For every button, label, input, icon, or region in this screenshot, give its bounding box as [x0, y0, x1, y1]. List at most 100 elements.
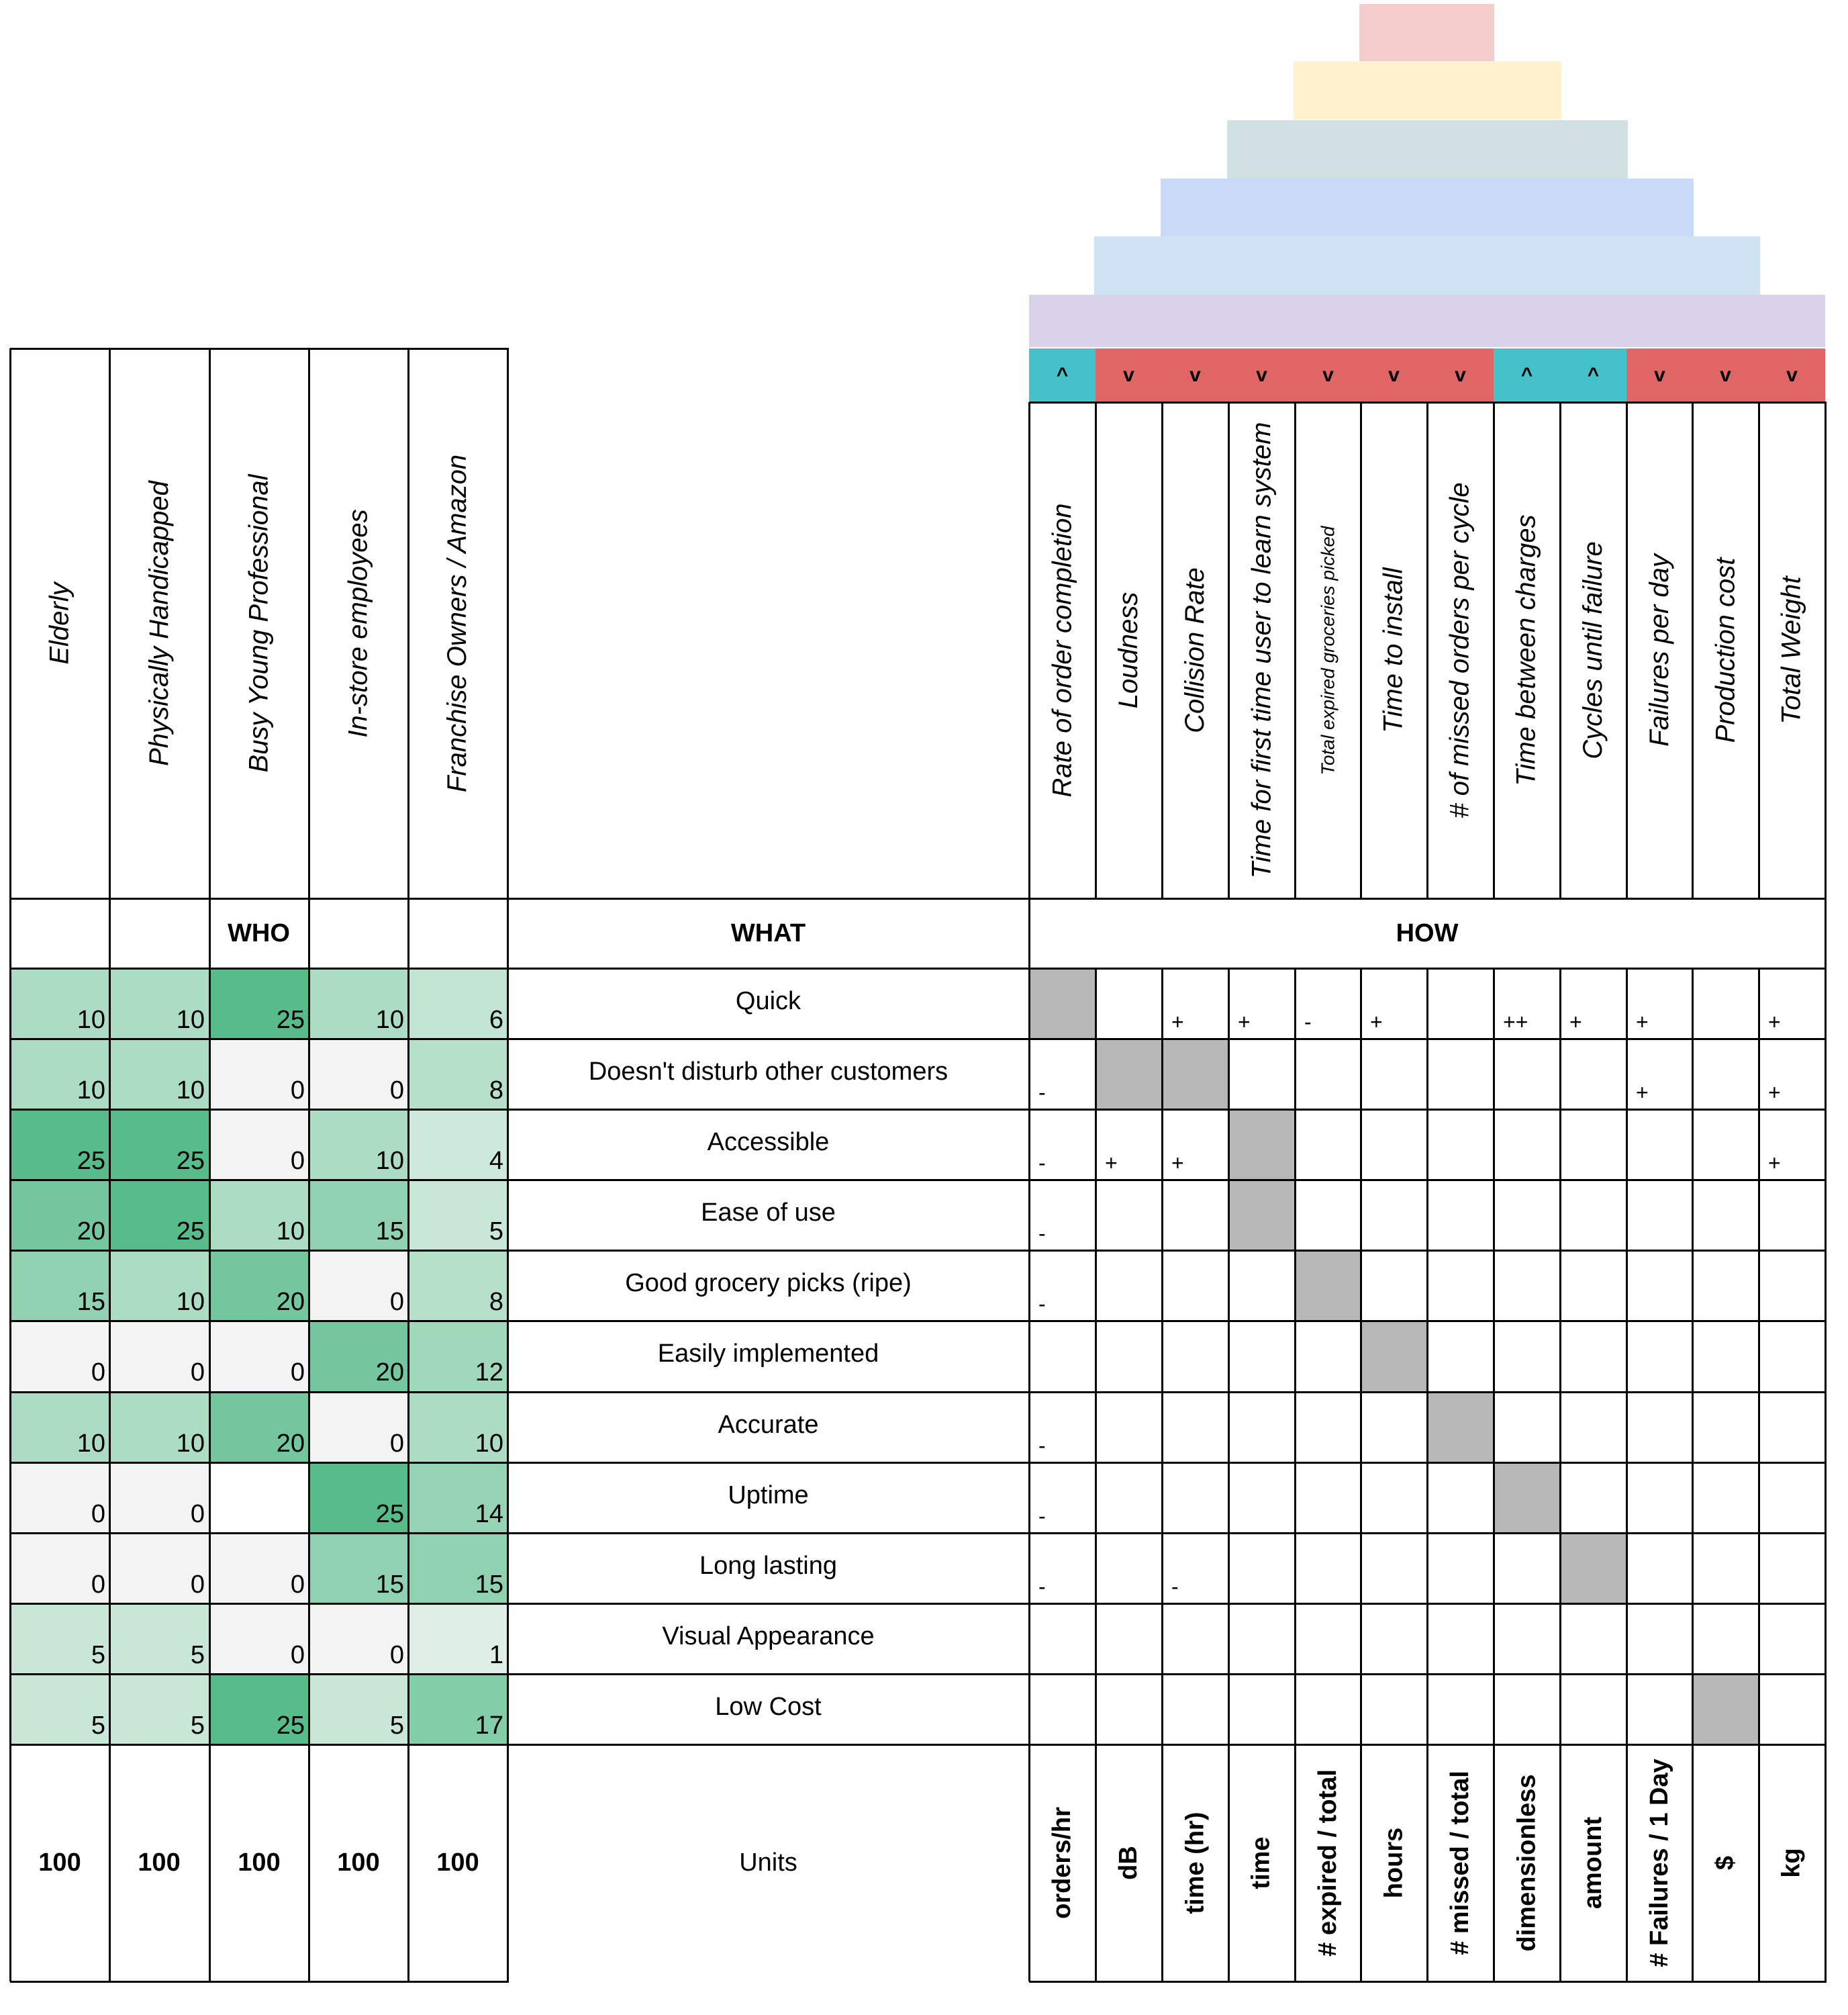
importance-weight-cell: 25 — [109, 1180, 209, 1250]
unit-label: hours — [1379, 1827, 1408, 1899]
grid-line — [1029, 1981, 1827, 1983]
importance-weight-cell: 25 — [109, 1109, 209, 1180]
grid-line — [507, 348, 509, 1981]
relationship-cell — [1759, 1603, 1825, 1674]
metric-header: Total Weight — [1759, 402, 1825, 898]
relationship-cell — [1162, 1321, 1228, 1391]
relationship-cell: - — [1038, 1151, 1046, 1175]
relationship-cell — [1560, 1180, 1626, 1250]
relationship-cell — [1361, 1039, 1427, 1109]
grid-line — [1360, 402, 1362, 898]
grid-line — [1758, 968, 1760, 1981]
relationship-cell — [1626, 1533, 1693, 1603]
matrix-cell-shaded — [1560, 1533, 1626, 1603]
relationship-cell — [1228, 1462, 1295, 1533]
relationship-cell — [1295, 1674, 1361, 1744]
relationship-cell — [1162, 1603, 1228, 1674]
relationship-cell — [1759, 1533, 1825, 1603]
maximize-arrow-icon: ^ — [1560, 348, 1626, 402]
relationship-cell: - — [1038, 1080, 1046, 1105]
relationship-cell — [1626, 1674, 1693, 1744]
relationship-cell — [1427, 1109, 1494, 1180]
grid-line — [1028, 898, 1030, 1981]
relationship-cell: + — [1768, 1151, 1781, 1175]
importance-weight-cell: 0 — [209, 1533, 309, 1603]
relationship-cell — [1029, 1603, 1096, 1674]
relationship-cell — [1295, 1039, 1361, 1109]
importance-weight-cell: 0 — [109, 1321, 209, 1391]
requirement-cell: Quick — [735, 987, 801, 1015]
unit-cell: orders/hr — [1029, 1744, 1096, 1981]
matrix-cell-shaded — [1162, 1039, 1228, 1109]
grid-line — [308, 348, 310, 1981]
relationship-cell — [1096, 1533, 1162, 1603]
grid-line — [1692, 968, 1694, 1981]
relationship-cell — [1494, 1392, 1560, 1462]
metric-header: Collision Rate — [1162, 402, 1228, 898]
grid-line — [10, 348, 509, 350]
relationship-cell — [1560, 1674, 1626, 1744]
metric-label: # of missed orders per cycle — [1445, 482, 1475, 818]
importance-weight-cell: 0 — [209, 1603, 309, 1674]
who-heading: WHO — [228, 919, 290, 947]
grid-line — [1825, 402, 1827, 1981]
relationship-cell: - — [1038, 1292, 1046, 1316]
relationship-cell — [1626, 1180, 1693, 1250]
relationship-cell — [1560, 1603, 1626, 1674]
requirement-cell: Accessible — [707, 1128, 830, 1156]
relationship-cell — [1295, 1603, 1361, 1674]
grid-line — [10, 1179, 1827, 1181]
relationship-cell — [1361, 1180, 1427, 1250]
matrix-cell-shaded — [1427, 1392, 1494, 1462]
relationship-cell — [1560, 1392, 1626, 1462]
relationship-cell: - — [1038, 1434, 1046, 1458]
unit-label: dimensionless — [1512, 1774, 1541, 1952]
relationship-cell: + — [1171, 1010, 1184, 1034]
relationship-cell — [1759, 1180, 1825, 1250]
requirement-cell: Uptime — [728, 1481, 809, 1509]
relationship-cell — [1427, 1603, 1494, 1674]
relationship-cell — [1560, 1039, 1626, 1109]
minimize-arrow-icon: v — [1096, 348, 1162, 402]
importance-weight-cell: 6 — [408, 968, 507, 1039]
relationship-cell — [1494, 1039, 1560, 1109]
metric-header: Total expired groceries picked — [1295, 402, 1361, 898]
relationship-cell: + — [1171, 1151, 1184, 1175]
unit-cell: dimensionless — [1494, 1744, 1560, 1981]
unit-cell: $ — [1692, 1744, 1759, 1981]
metric-label: Failures per day — [1645, 554, 1675, 747]
grid-line — [10, 968, 1827, 970]
importance-weight-cell: 20 — [209, 1392, 309, 1462]
relationship-cell — [1427, 1180, 1494, 1250]
grid-line — [10, 1320, 1827, 1322]
relationship-cell — [1427, 1674, 1494, 1744]
importance-weight-cell: 15 — [408, 1533, 507, 1603]
grid-line — [1626, 968, 1628, 1981]
grid-line — [1294, 968, 1296, 1981]
importance-weight-cell: 14 — [408, 1462, 507, 1533]
importance-weight-cell: 17 — [408, 1674, 507, 1744]
relationship-cell — [1162, 1250, 1228, 1321]
relationship-cell — [1295, 1533, 1361, 1603]
relationship-cell — [1361, 1603, 1427, 1674]
relationship-cell — [1427, 1039, 1494, 1109]
importance-weight-cell: 0 — [109, 1533, 209, 1603]
weight-total: 100 — [436, 1848, 479, 1877]
importance-weight-cell: 8 — [408, 1039, 507, 1109]
importance-weight-cell: 10 — [309, 968, 408, 1039]
relationship-cell — [1427, 1533, 1494, 1603]
metric-label: Loudness — [1114, 592, 1144, 709]
grid-line — [10, 1981, 509, 1983]
importance-weight-cell: 12 — [408, 1321, 507, 1391]
relationship-cell: + — [1105, 1151, 1118, 1175]
customer-header: Busy Young Professional — [209, 348, 309, 898]
matrix-cell-shaded — [1029, 968, 1096, 1039]
relationship-cell: + — [1238, 1010, 1251, 1034]
importance-weight-cell: 0 — [209, 1109, 309, 1180]
metric-header: # of missed orders per cycle — [1427, 402, 1494, 898]
relationship-cell — [1361, 1533, 1427, 1603]
relationship-cell — [1162, 1462, 1228, 1533]
minimize-arrow-icon: v — [1759, 348, 1825, 402]
grid-line — [1095, 402, 1097, 898]
grid-line — [109, 348, 111, 1981]
